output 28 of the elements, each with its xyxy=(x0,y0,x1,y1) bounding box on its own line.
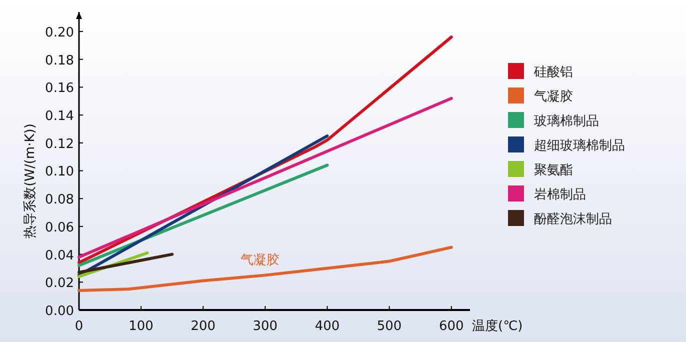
x-tick-label: 0 xyxy=(74,319,84,334)
legend-label: 酚醛泡沫制品 xyxy=(534,212,612,227)
x-axis-title: 温度(℃) xyxy=(472,318,523,334)
y-tick-label: 0.04 xyxy=(45,248,74,264)
legend-label: 硅酸铝 xyxy=(533,65,573,80)
x-tick-label: 100 xyxy=(128,319,154,334)
y-tick-label: 0.16 xyxy=(45,81,74,96)
y-tick-label: 0.12 xyxy=(45,136,74,152)
y-tick-label: 0.10 xyxy=(45,164,74,180)
x-tick-label: 200 xyxy=(190,319,216,334)
legend-label: 玻璃棉制品 xyxy=(534,114,599,129)
y-axis-title: 热导系数(W/(m·K)) xyxy=(23,124,38,238)
legend-label: 气凝胶 xyxy=(534,90,573,104)
y-tick-label: 0.14 xyxy=(45,109,74,124)
y-tick-label: 0.18 xyxy=(45,53,74,68)
y-tick-label: 0.00 xyxy=(45,304,74,319)
y-tick-label: 0.08 xyxy=(45,192,74,208)
x-tick-label: 600 xyxy=(438,319,464,334)
x-tick-label: 400 xyxy=(314,319,340,334)
x-tick-label: 500 xyxy=(376,319,402,334)
legend-label: 岩棉制品 xyxy=(534,188,586,202)
x-tick-label: 300 xyxy=(252,319,278,334)
y-tick-label: 0.06 xyxy=(45,220,74,236)
annotation: 气凝胶 xyxy=(240,253,280,268)
legend-label: 聚氨酯 xyxy=(534,163,573,178)
legend-label: 超细玻璃棉制品 xyxy=(534,138,625,154)
y-tick-label: 0.20 xyxy=(45,25,74,40)
y-tick-label: 0.02 xyxy=(45,276,74,292)
